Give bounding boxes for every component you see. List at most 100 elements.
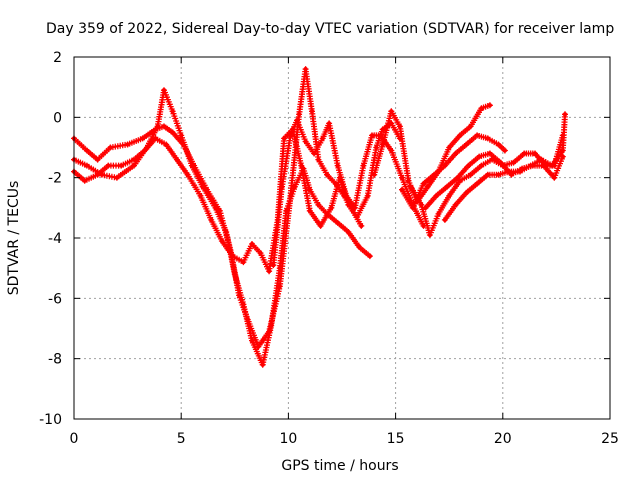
data-point xyxy=(335,163,340,168)
data-point xyxy=(106,163,111,168)
data-point xyxy=(309,109,315,114)
data-point xyxy=(474,181,480,186)
data-point xyxy=(119,163,124,168)
data-point xyxy=(365,193,370,198)
data-point xyxy=(230,253,235,259)
data-point xyxy=(324,172,330,177)
data-point xyxy=(389,109,394,114)
data-point xyxy=(517,169,523,174)
data-point xyxy=(189,163,195,168)
y-tick-label: -8 xyxy=(48,352,62,368)
data-point xyxy=(468,172,473,177)
data-point xyxy=(532,151,538,156)
data-point xyxy=(399,187,405,192)
data-point xyxy=(421,181,426,186)
data-point xyxy=(372,172,377,177)
series-9 xyxy=(441,111,568,223)
chart-title: Day 359 of 2022, Sidereal Day-to-day VTE… xyxy=(46,21,614,37)
data-point xyxy=(423,205,428,210)
data-point xyxy=(241,259,246,265)
data-point xyxy=(399,175,405,180)
data-point xyxy=(329,205,334,210)
data-point xyxy=(485,136,490,141)
data-point xyxy=(281,136,287,141)
x-tick-label: 25 xyxy=(601,431,619,447)
y-tick-label: 2 xyxy=(53,50,62,66)
data-point xyxy=(170,130,175,135)
data-point xyxy=(496,172,501,177)
data-point xyxy=(95,157,100,162)
data-point xyxy=(487,103,493,108)
data-point xyxy=(434,193,439,198)
data-point xyxy=(296,112,302,117)
data-point xyxy=(179,133,184,138)
data-point xyxy=(560,154,565,159)
data-point xyxy=(369,133,375,138)
series-5 xyxy=(371,102,493,205)
data-point xyxy=(511,160,516,165)
data-point xyxy=(269,323,274,328)
data-point xyxy=(200,184,205,189)
data-point xyxy=(447,145,452,150)
data-point xyxy=(419,202,424,207)
data-point xyxy=(161,88,167,93)
data-point xyxy=(140,136,145,141)
data-point xyxy=(303,139,308,144)
data-point xyxy=(397,124,403,129)
x-tick-label: 10 xyxy=(279,431,297,447)
data-point xyxy=(170,109,175,114)
data-point xyxy=(84,163,90,168)
data-point xyxy=(487,151,493,156)
data-point xyxy=(359,223,364,229)
data-point xyxy=(155,124,160,129)
data-point xyxy=(108,145,113,150)
data-point xyxy=(288,133,293,138)
data-point xyxy=(352,205,358,210)
y-tick-label: 0 xyxy=(53,110,62,126)
data-point xyxy=(477,154,482,159)
grid xyxy=(74,57,610,419)
data-series xyxy=(71,66,568,368)
data-point xyxy=(466,163,471,168)
data-point xyxy=(232,272,237,277)
data-point xyxy=(279,184,285,189)
data-point xyxy=(378,133,383,138)
data-point xyxy=(406,178,411,183)
x-tick-label: 15 xyxy=(387,431,405,447)
data-point xyxy=(258,250,263,256)
data-point xyxy=(457,133,463,138)
data-point xyxy=(421,223,426,229)
data-point xyxy=(303,66,308,72)
data-point xyxy=(346,229,351,235)
data-point xyxy=(453,151,458,156)
data-point xyxy=(311,151,317,156)
data-point xyxy=(410,205,415,210)
data-point xyxy=(509,172,514,177)
data-point xyxy=(164,142,169,147)
data-point xyxy=(249,241,255,247)
data-point xyxy=(468,124,473,129)
data-point xyxy=(389,148,394,153)
data-point xyxy=(318,223,323,229)
data-point xyxy=(464,190,469,195)
data-point xyxy=(316,202,321,207)
data-point xyxy=(299,163,304,168)
data-point xyxy=(498,160,503,165)
series-line xyxy=(409,134,564,237)
data-point xyxy=(224,229,229,235)
data-point xyxy=(357,244,362,250)
data-point xyxy=(522,151,527,156)
data-point xyxy=(380,142,385,147)
data-point xyxy=(82,178,87,183)
data-point xyxy=(174,157,180,162)
y-tick-label: -10 xyxy=(39,412,62,428)
data-point xyxy=(549,163,555,168)
data-point xyxy=(479,163,484,168)
data-point xyxy=(560,148,565,153)
data-point xyxy=(442,217,448,223)
y-tick-label: -6 xyxy=(48,291,62,307)
x-tick-label: 20 xyxy=(494,431,512,447)
data-point xyxy=(284,208,289,213)
data-point xyxy=(427,232,433,238)
